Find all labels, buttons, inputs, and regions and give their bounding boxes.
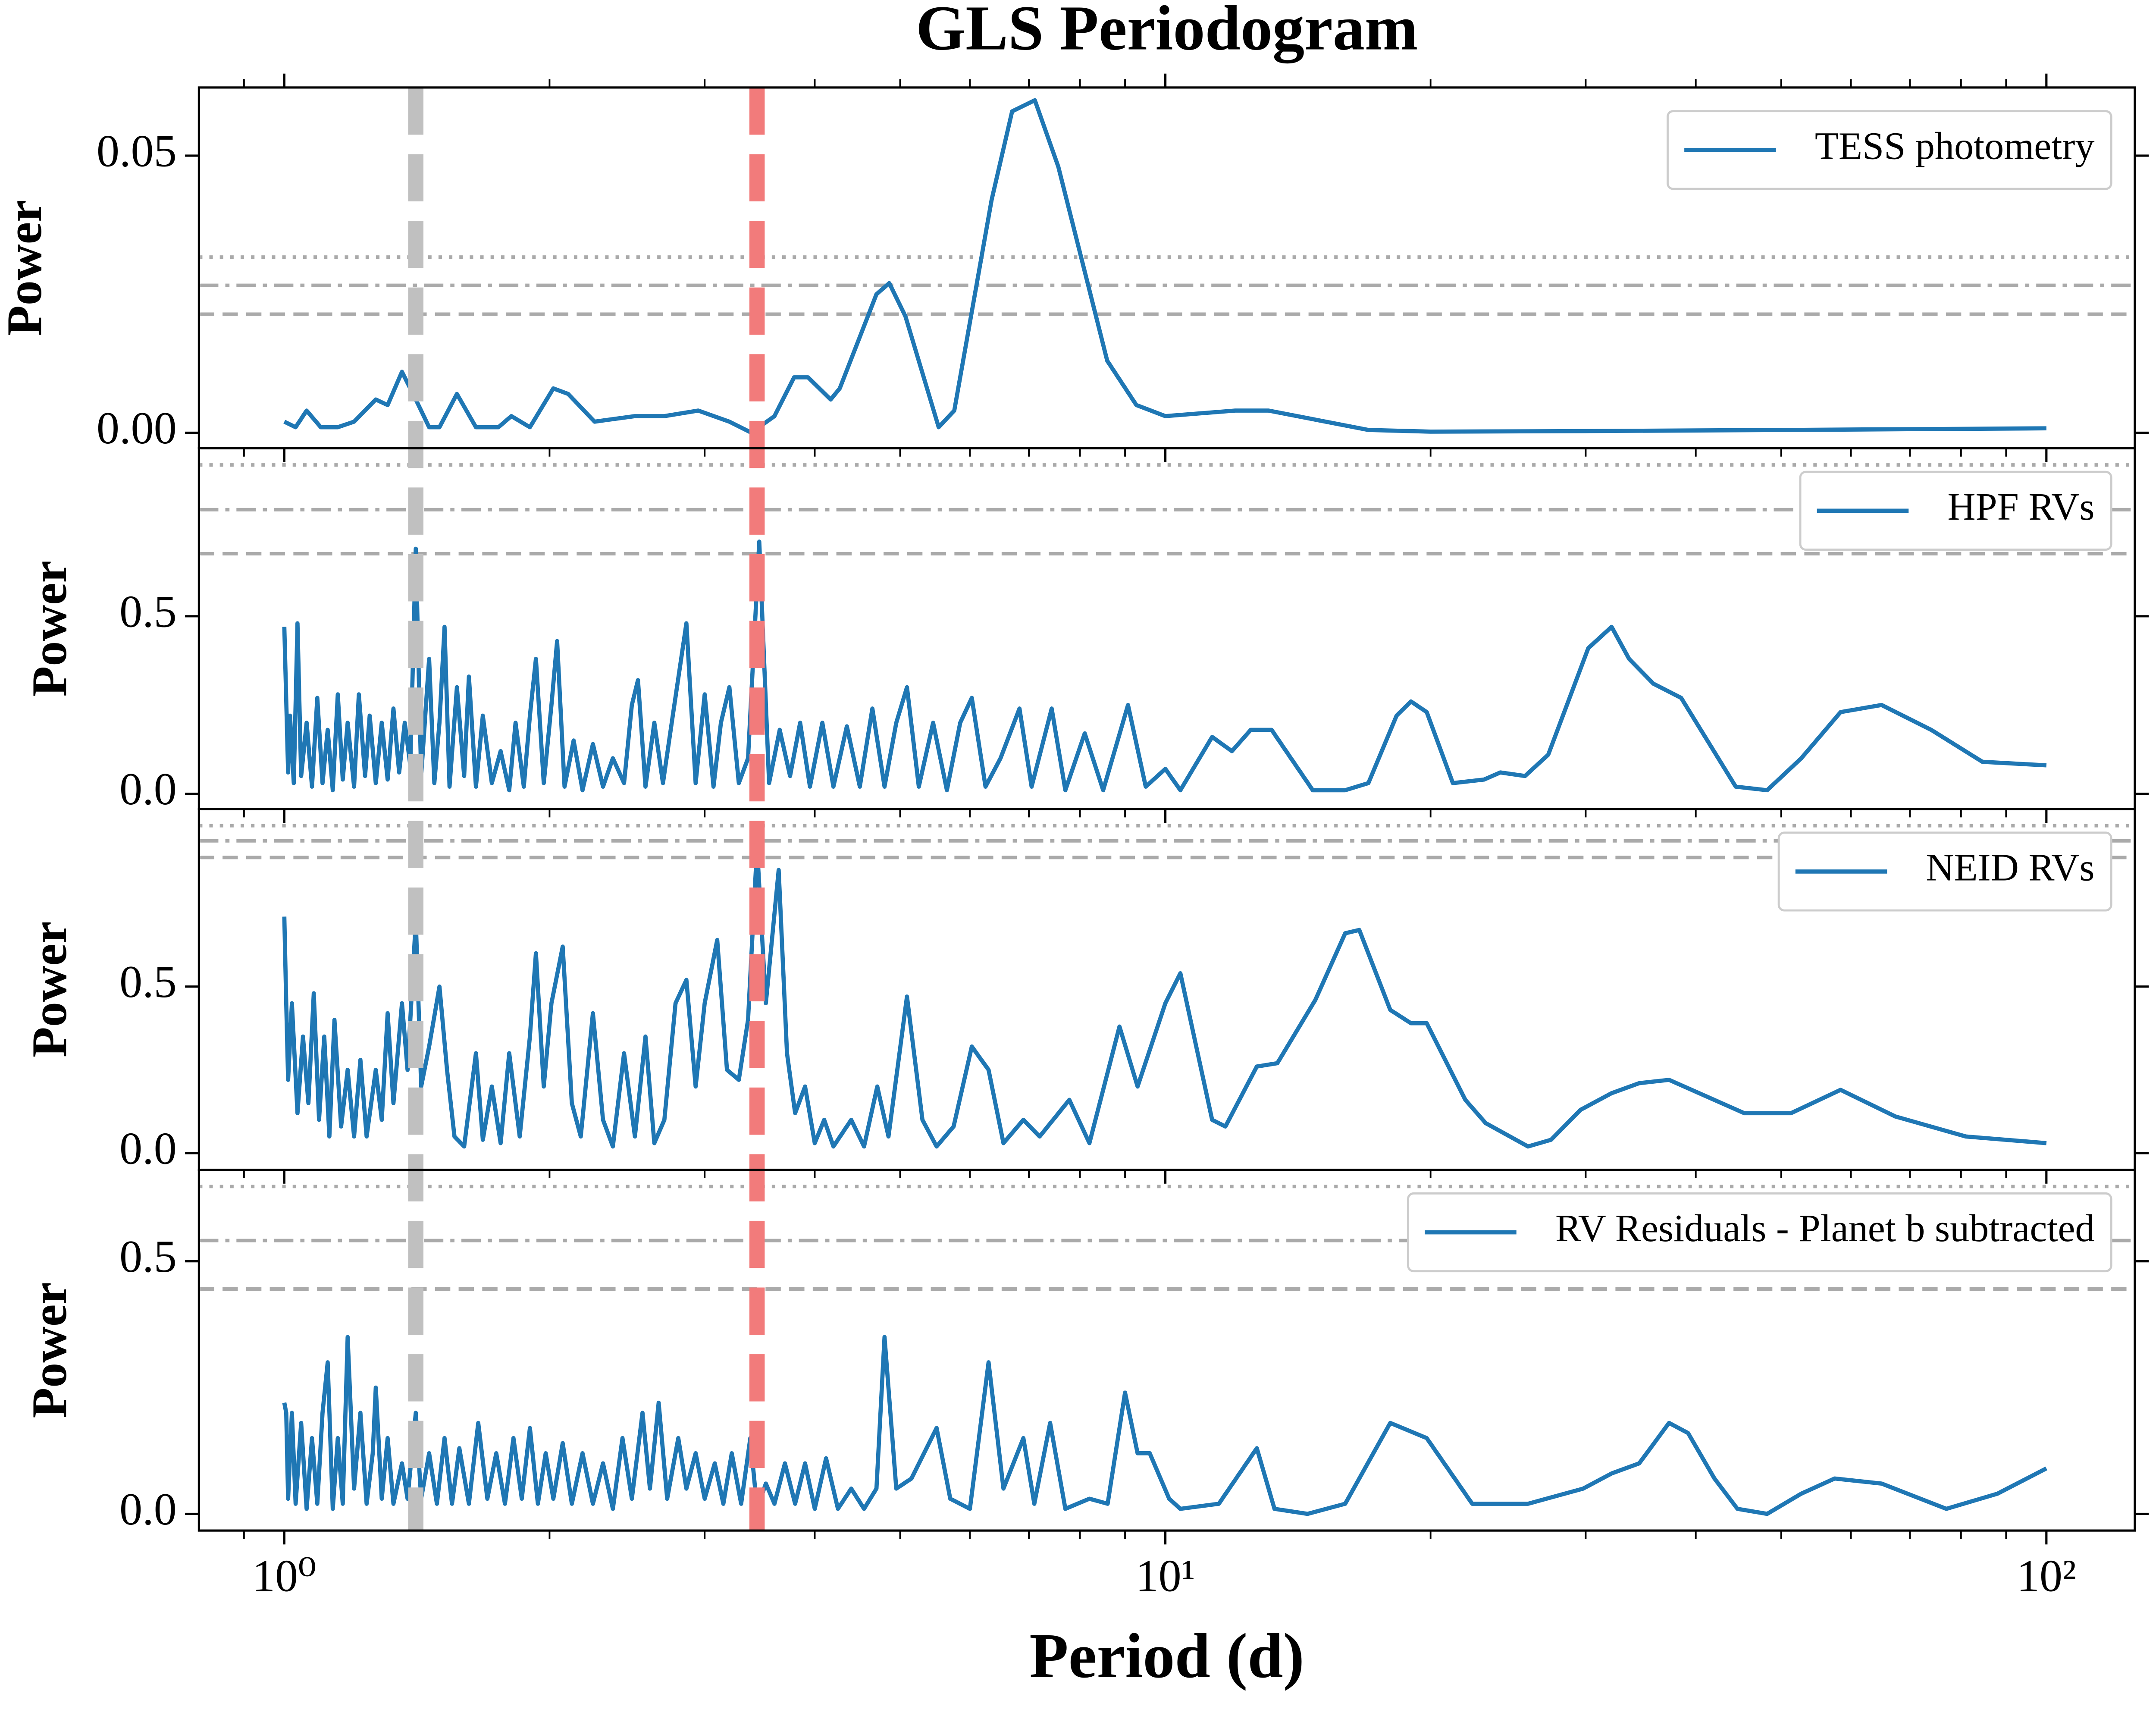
x-tick-label: 10¹ bbox=[1136, 1550, 1195, 1601]
legend-box bbox=[1799, 470, 2112, 551]
chart-title: GLS Periodogram bbox=[916, 0, 1418, 64]
y-tick-label: 0.0 bbox=[119, 763, 177, 814]
legend-label: RV Residuals - Planet b subtracted bbox=[1555, 1207, 2095, 1250]
series-line bbox=[282, 844, 2047, 1149]
series-line bbox=[282, 1335, 2048, 1516]
legend-label: HPF RVs bbox=[1947, 485, 2094, 528]
legend: HPF RVs bbox=[1799, 470, 2112, 551]
y-axis-label: Power bbox=[22, 561, 77, 696]
y-tick-label: 0.05 bbox=[97, 125, 177, 176]
legend: RV Residuals - Planet b subtracted bbox=[1407, 1192, 2112, 1273]
axes-frame bbox=[197, 1168, 2136, 1532]
x-axis-label: Period (d) bbox=[1029, 1621, 1304, 1691]
y-tick-label: 0.5 bbox=[119, 586, 177, 637]
legend-label: TESS photometry bbox=[1815, 125, 2095, 168]
y-axis-label: Power bbox=[22, 922, 77, 1057]
legend-box bbox=[1667, 110, 2112, 190]
y-axis-label: Power bbox=[0, 200, 52, 336]
series-line bbox=[282, 539, 2047, 793]
y-tick-label: 0.5 bbox=[119, 1231, 177, 1282]
legend-box bbox=[1777, 831, 2112, 912]
y-axis-label: Power bbox=[22, 1282, 77, 1418]
legend-box bbox=[1407, 1192, 2112, 1273]
legend-label: NEID RVs bbox=[1926, 846, 2095, 889]
y-tick-label: 0.5 bbox=[119, 956, 177, 1007]
y-tick-label: 0.00 bbox=[97, 402, 177, 453]
legend: NEID RVs bbox=[1777, 831, 2112, 912]
legend: TESS photometry bbox=[1667, 110, 2112, 190]
y-tick-label: 0.0 bbox=[119, 1123, 177, 1173]
y-tick-label: 0.0 bbox=[119, 1484, 177, 1534]
x-tick-label: 10⁰ bbox=[252, 1550, 317, 1601]
x-tick-label: 10² bbox=[2017, 1550, 2076, 1601]
